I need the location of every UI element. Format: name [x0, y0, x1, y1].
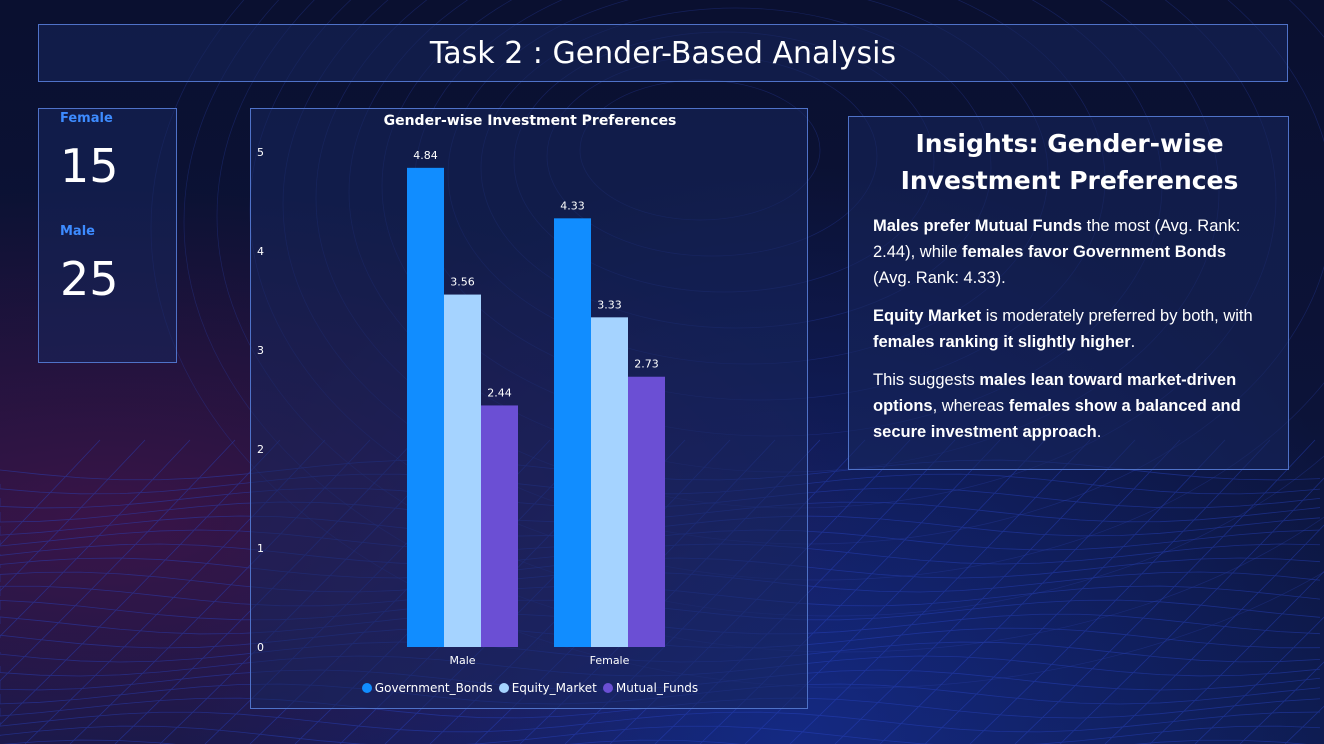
insight-paragraph: Equity Market is moderately preferred by… [873, 303, 1266, 355]
data-label: 2.73 [634, 358, 659, 371]
page-title: Task 2 : Gender-Based Analysis [429, 35, 897, 71]
data-label: 2.44 [487, 386, 512, 399]
legend-item-mutual-funds[interactable]: Mutual_Funds [602, 681, 699, 695]
insight-text: . [1096, 423, 1102, 441]
chart-title: Gender-wise Investment Preferences [383, 113, 677, 129]
insight-paragraph: Males prefer Mutual Funds the most (Avg.… [873, 213, 1266, 291]
legend-label: Mutual_Funds [615, 681, 699, 695]
legend-marker [498, 683, 509, 693]
insight-text: , whereas [932, 397, 1009, 415]
bar-government-bonds-female[interactable] [554, 218, 591, 647]
female-count-label: Female [60, 111, 113, 126]
gender-count-card: Female 15 Male 25 [38, 108, 177, 363]
y-tick-label: 2 [257, 443, 264, 456]
insights-body: Males prefer Mutual Funds the most (Avg.… [873, 213, 1266, 445]
insight-emphasis: males lean toward market-driven options [873, 371, 1237, 415]
male-count-value: 25 [60, 252, 119, 306]
insight-emphasis: females favor Government Bonds [961, 243, 1227, 261]
insight-emphasis: females show a balanced and secure inves… [873, 397, 1241, 441]
chart-legend: Government_Bonds Equity_Market Mutual_Fund… [251, 681, 809, 695]
bar-equity-market-male[interactable] [444, 294, 481, 647]
legend-label: Government_Bonds [374, 681, 493, 695]
data-label: 3.56 [450, 276, 475, 289]
insight-text: is moderately preferred by both, with [981, 307, 1253, 325]
bar-mutual-funds-male[interactable] [481, 405, 518, 647]
x-tick-label: Female [590, 654, 630, 667]
male-count-label: Male [60, 224, 95, 239]
legend-marker [361, 683, 372, 693]
female-count-value: 15 [60, 139, 119, 193]
insight-text: the most (Avg. Rank: 2.44), while [873, 217, 1241, 261]
data-label: 4.33 [560, 199, 585, 212]
legend-label: Equity_Market [511, 681, 597, 695]
insight-text: This suggests [873, 371, 980, 389]
insight-emphasis: Equity Market [873, 307, 982, 325]
bar-mutual-funds-female[interactable] [628, 376, 665, 647]
data-label: 3.33 [597, 298, 622, 311]
y-tick-label: 4 [257, 245, 264, 258]
insights-title: Insights: Gender-wise Investment Prefere… [900, 129, 1239, 195]
insight-text: . [1130, 333, 1136, 351]
x-tick-label: Male [449, 654, 475, 667]
data-label: 4.84 [413, 149, 438, 162]
legend-item-equity-market[interactable]: Equity_Market [498, 681, 597, 695]
insights-panel: Insights: Gender-wise Investment Prefere… [848, 116, 1289, 470]
insight-text: (Avg. Rank: 4.33). [873, 269, 1006, 287]
y-tick-label: 0 [257, 641, 264, 654]
bar-government-bonds-male[interactable] [407, 167, 444, 647]
legend-marker [602, 683, 613, 693]
insight-emphasis: Males prefer Mutual Funds [873, 217, 1083, 235]
legend-item-government-bonds[interactable]: Government_Bonds [361, 681, 493, 695]
investment-preference-chart: Gender-wise Investment Preferences 0 1 2 3 4… [250, 108, 808, 709]
y-tick-label: 5 [257, 146, 264, 159]
insight-paragraph: This suggests males lean toward market-d… [873, 367, 1266, 445]
y-tick-label: 3 [257, 344, 264, 357]
y-tick-label: 1 [257, 542, 264, 555]
bar-equity-market-female[interactable] [591, 317, 628, 647]
bar-chart-plot: 0 1 2 3 4 5 4.84 3.56 2.44 Male 4.33 3.33 2.73 Female [257, 146, 665, 667]
insight-emphasis: females ranking it slightly higher [873, 333, 1131, 351]
page-title-bar: Task 2 : Gender-Based Analysis [38, 24, 1288, 82]
